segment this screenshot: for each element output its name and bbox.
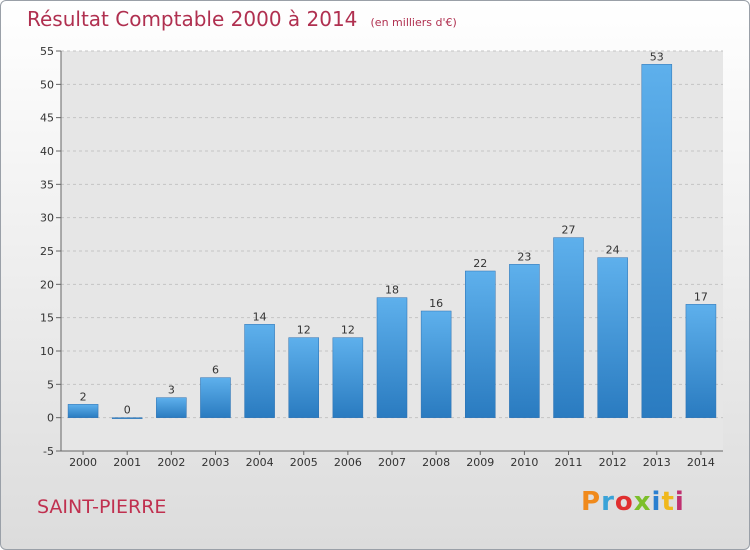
data-label: 53 — [650, 50, 664, 63]
bar — [597, 257, 628, 418]
bar — [685, 304, 717, 418]
data-label: 27 — [562, 224, 576, 237]
y-tick-label: 35 — [40, 178, 54, 191]
bar — [553, 237, 584, 418]
y-tick-label: 30 — [40, 212, 54, 225]
x-tick-label: 2013 — [643, 456, 671, 469]
data-label: 23 — [517, 250, 531, 263]
data-label: 12 — [297, 324, 311, 337]
data-label: 14 — [253, 310, 267, 323]
bar — [156, 397, 187, 418]
brand-letter: P — [581, 487, 602, 517]
y-tick-label: 5 — [47, 378, 54, 391]
y-tick-label: 10 — [40, 345, 54, 358]
x-tick-label: 2009 — [466, 456, 494, 469]
commune-name: SAINT-PIERRE — [37, 496, 167, 518]
brand-letter: x — [633, 487, 652, 517]
x-tick-label: 2010 — [510, 456, 538, 469]
brand-letter: t — [661, 487, 675, 517]
bar — [244, 324, 275, 418]
proxiti-logo: Proxiti — [581, 487, 685, 517]
x-tick-label: 2002 — [157, 456, 185, 469]
y-tick-label: 45 — [40, 112, 54, 125]
title-unit: (en milliers d'€) — [370, 16, 457, 29]
bar — [509, 264, 540, 418]
data-label: 3 — [168, 384, 175, 397]
y-tick-label: 0 — [47, 412, 54, 425]
brand-letter: o — [614, 487, 634, 517]
data-label: 24 — [606, 244, 620, 257]
x-tick-label: 2014 — [687, 456, 715, 469]
bar — [67, 404, 99, 418]
y-tick-label: 40 — [40, 145, 54, 158]
y-tick-label: -5 — [43, 445, 54, 458]
data-label: 22 — [473, 257, 487, 270]
brand-letter: i — [674, 487, 685, 517]
bar — [332, 337, 364, 418]
bar — [111, 417, 143, 419]
data-label: 12 — [341, 324, 355, 337]
data-label: 16 — [429, 297, 443, 310]
y-tick-label: 50 — [40, 78, 54, 91]
x-tick-label: 2001 — [113, 456, 141, 469]
x-tick-label: 2007 — [378, 456, 406, 469]
y-tick-label: 20 — [40, 278, 54, 291]
bar — [200, 377, 231, 418]
bar — [641, 64, 673, 418]
data-label: 0 — [124, 404, 131, 417]
y-tick-label: 25 — [40, 245, 54, 258]
brand-letter: i — [651, 487, 662, 517]
data-label: 6 — [212, 364, 219, 377]
x-tick-label: 2003 — [201, 456, 229, 469]
x-tick-label: 2000 — [69, 456, 97, 469]
bar — [288, 337, 319, 418]
bar — [376, 297, 408, 418]
x-tick-label: 2004 — [246, 456, 274, 469]
x-tick-label: 2006 — [334, 456, 362, 469]
brand-letter: r — [601, 487, 615, 517]
y-tick-label: 15 — [40, 312, 54, 325]
data-label: 17 — [694, 290, 708, 303]
title-main: Résultat Comptable 2000 à 2014 — [27, 7, 358, 31]
x-tick-label: 2011 — [555, 456, 583, 469]
bar — [465, 270, 496, 418]
x-tick-label: 2008 — [422, 456, 450, 469]
x-tick-label: 2012 — [599, 456, 627, 469]
data-label: 18 — [385, 284, 399, 297]
x-tick-label: 2005 — [290, 456, 318, 469]
data-label: 2 — [80, 390, 87, 403]
bar — [420, 310, 452, 418]
y-tick-label: 55 — [40, 45, 54, 58]
chart-title: Résultat Comptable 2000 à 2014 (en milli… — [27, 7, 457, 31]
